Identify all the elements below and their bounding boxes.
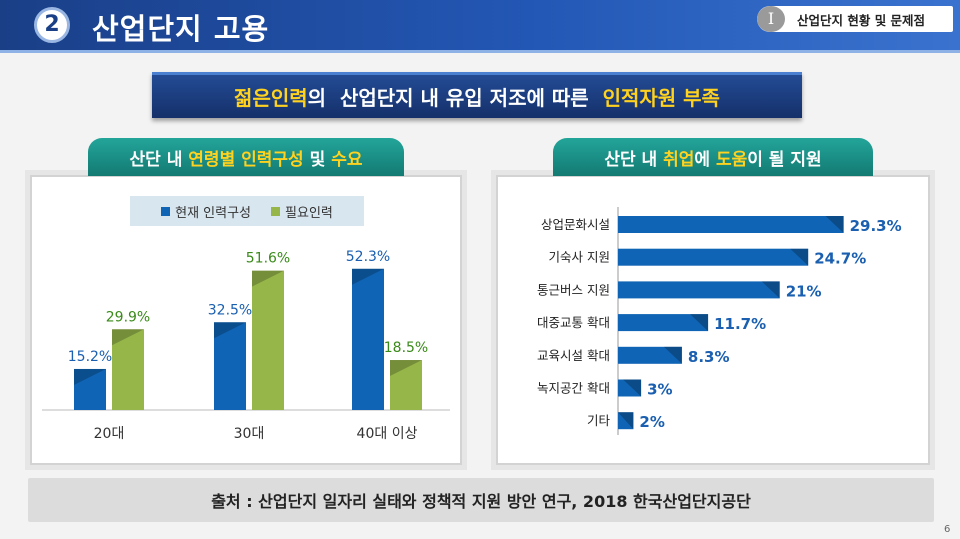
bar <box>618 412 634 430</box>
chart-legend: 현재 인력구성 필요인력 <box>130 196 364 226</box>
bar-corner <box>623 379 642 397</box>
bar-corner <box>790 248 809 266</box>
banner-highlight-2: 인적자원 부족 <box>602 86 720 110</box>
category-label: 녹지공간 확대 <box>537 381 610 396</box>
data-label: 18.5% <box>384 340 428 356</box>
banner-highlight-1: 젊은인력 <box>234 86 308 110</box>
breadcrumb-number: I <box>757 6 785 32</box>
bar <box>618 216 844 233</box>
support-bar-chart: 상업문화시설 29.3% 기숙사 지원 24.7% 통근버스 지원 21% 대중교통 확대 1… <box>537 207 902 435</box>
legend-label: 현재 인력구성 <box>175 205 252 221</box>
legend-label: 필요인력 <box>285 205 333 221</box>
section-number-badge: 2 <box>34 7 70 43</box>
bar-needed <box>390 360 422 410</box>
page-number: 6 <box>944 524 951 535</box>
data-label: 3% <box>647 381 672 399</box>
header-stripe <box>0 50 960 53</box>
bar-corner <box>352 268 384 285</box>
category-label: 기타 <box>587 413 611 428</box>
legend-item-needed: 필요인력 <box>271 202 333 221</box>
legend-swatch-blue <box>161 206 171 216</box>
bar-current <box>214 322 246 410</box>
category-label: 대중교통 확대 <box>537 315 610 330</box>
bar-corner <box>618 412 634 430</box>
headline-banner: 젊은인력 의 산업단지 내 유입 저조에 따른 인적자원 부족 <box>152 72 802 118</box>
data-label: 29.9% <box>106 309 150 325</box>
bar-corner <box>761 281 780 299</box>
bar-needed <box>112 329 144 410</box>
data-label: 2% <box>639 413 664 431</box>
category-label: 교육시설 확대 <box>537 348 610 363</box>
data-label: 21% <box>786 282 822 300</box>
breadcrumb: I 산업단지 현황 및 문제점 <box>757 6 953 32</box>
category-label: 30대 <box>234 426 265 442</box>
data-label: 24.7% <box>814 250 866 268</box>
source-note: 출처 : 산업단지 일자리 실태와 정책적 지원 방안 연구, 2018 한국산… <box>28 478 934 522</box>
breadcrumb-label: 산업단지 현황 및 문제점 <box>797 12 926 28</box>
bar-current <box>352 268 384 410</box>
data-label: 51.6% <box>246 251 290 267</box>
bar-corner <box>390 360 422 377</box>
bar <box>618 314 709 332</box>
support-tab: 산단 내 취업 에 도움 이 될 지원 <box>553 138 873 176</box>
page-title: 산업단지 고용 <box>92 12 270 46</box>
tab-highlight: 수요 <box>331 149 363 170</box>
bar-corner <box>214 322 246 339</box>
data-label: 29.3% <box>850 217 902 235</box>
tab-text: 에 <box>694 149 716 170</box>
tab-highlight: 연령별 인력구성 <box>188 149 304 170</box>
bar-needed <box>252 270 284 410</box>
legend-item-current: 현재 인력구성 <box>161 202 251 221</box>
tab-text: 산단 내 <box>129 149 189 170</box>
bar-corner <box>825 216 844 233</box>
tab-text: 및 <box>303 149 332 170</box>
bar <box>618 281 780 299</box>
tab-text: 산단 내 <box>604 149 664 170</box>
data-label: 32.5% <box>208 302 252 318</box>
banner-text: 의 산업단지 내 유입 저조에 따른 <box>307 86 603 110</box>
age-column-chart: 15.2% 29.9% 20대 32.5% 51.6% 30대 52.3% 18.5% 40대 … <box>42 249 450 442</box>
data-label: 11.7% <box>714 315 766 333</box>
category-label: 통근버스 지원 <box>537 282 610 297</box>
bar-corner <box>112 329 144 346</box>
bar-corner <box>663 346 682 364</box>
legend-swatch-green <box>271 206 281 216</box>
category-label: 기숙사 지원 <box>549 250 610 265</box>
bar-corner <box>690 314 709 332</box>
category-label: 상업문화시설 <box>541 217 610 232</box>
tab-highlight: 취업 <box>663 149 695 170</box>
data-label: 52.3% <box>346 249 390 265</box>
bar-corner <box>252 270 284 287</box>
category-label: 20대 <box>94 426 125 442</box>
bar-corner <box>74 368 106 385</box>
bar <box>618 248 809 266</box>
bar <box>618 379 642 397</box>
data-label: 8.3% <box>688 348 730 366</box>
bar <box>618 346 682 364</box>
category-label: 40대 이상 <box>357 426 418 442</box>
tab-text: 이 될 지원 <box>747 149 822 170</box>
tab-highlight: 도움 <box>715 149 748 170</box>
data-label: 15.2% <box>68 349 112 365</box>
bar-current <box>74 368 106 410</box>
age-composition-tab: 산단 내 연령별 인력구성 및 수요 <box>88 138 404 176</box>
